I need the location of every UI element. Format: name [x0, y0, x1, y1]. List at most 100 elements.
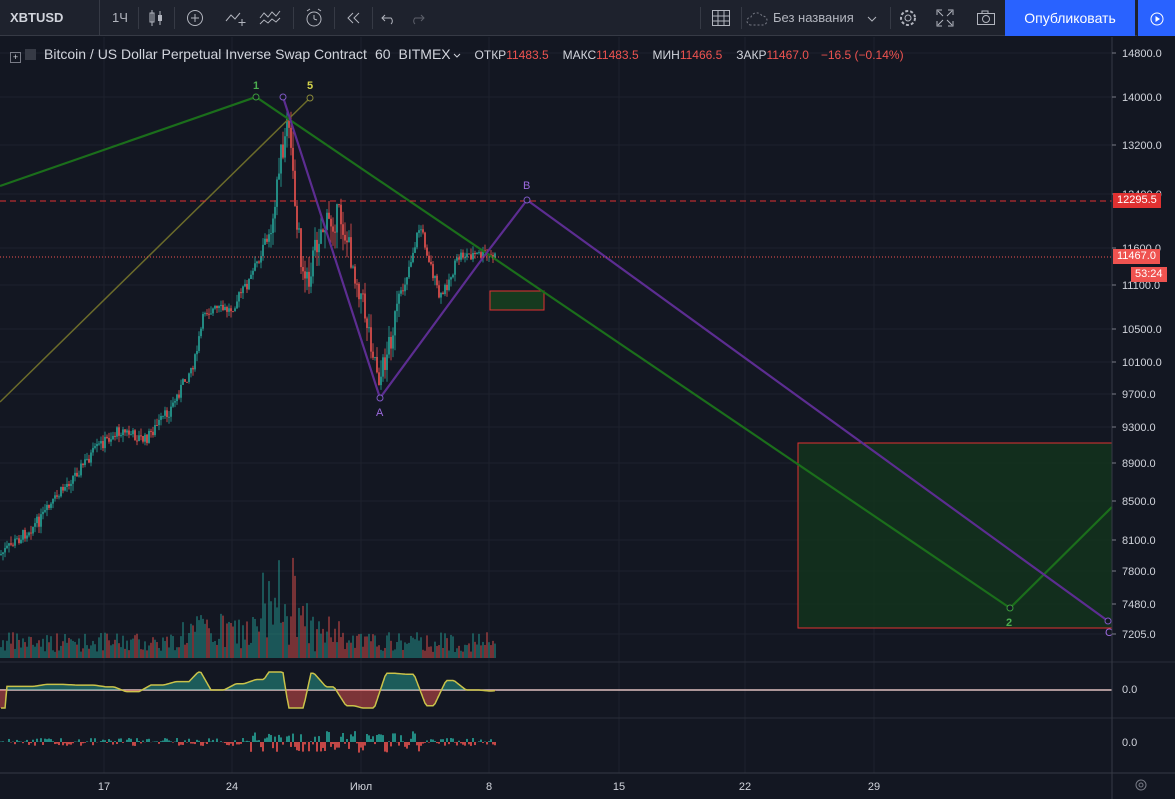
layout-grid-icon[interactable] [704, 0, 738, 36]
oscillator-bar [316, 676, 318, 690]
expand-icon[interactable]: + [10, 52, 21, 63]
candle-body [74, 472, 76, 476]
candle-body [266, 238, 268, 242]
alert-icon[interactable] [298, 0, 330, 36]
entry-zone-box[interactable] [489, 290, 545, 311]
oscillator-bar [320, 681, 322, 690]
compare-icon[interactable] [220, 0, 252, 36]
layout-name-dropdown[interactable]: Без названия [745, 0, 877, 36]
replay-icon[interactable] [338, 0, 368, 36]
oscillator-bar [50, 684, 52, 690]
candle-body [410, 262, 412, 267]
chevron-down-icon[interactable] [453, 53, 461, 59]
oscillator-bar [96, 685, 98, 690]
oscillator-2-bar [248, 741, 250, 742]
oscillator-2-bar [26, 739, 28, 742]
candle-body [48, 504, 50, 508]
publish-button[interactable]: Опубликовать [1005, 0, 1135, 36]
oscillator-2-bar [352, 736, 354, 742]
wave-b-point[interactable] [523, 196, 531, 204]
volume-bars [0, 557, 496, 658]
candle-body [32, 526, 34, 534]
volume-bar [160, 650, 162, 658]
add-indicator-icon[interactable] [180, 0, 210, 36]
volume-bar [40, 646, 42, 658]
target-zone-box[interactable] [797, 442, 1113, 629]
purple-abc-line[interactable] [281, 96, 1109, 622]
candle-body [232, 311, 234, 313]
candle-body [270, 232, 272, 235]
settings-icon[interactable] [893, 0, 923, 36]
symbol-title[interactable]: Bitcoin / US Dollar Perpetual Inverse Sw… [44, 46, 367, 62]
candle-body [288, 117, 290, 128]
volume-bar [348, 640, 350, 658]
indicators-icon[interactable] [254, 0, 286, 36]
play-icon[interactable] [1137, 0, 1175, 36]
oscillator-2-bar [22, 742, 24, 744]
toolbar-divider [890, 7, 891, 29]
volume-bar [480, 645, 482, 658]
candle-body [162, 415, 164, 417]
volume-bar [418, 640, 420, 658]
oscillator-2-bar [44, 738, 46, 742]
wave-peak-point[interactable] [279, 93, 287, 101]
oscillator-bar [282, 672, 284, 690]
volume-bar [224, 647, 226, 658]
interval-button[interactable]: 1Ч [112, 10, 128, 25]
oscillator-2-bar [170, 741, 172, 742]
candle-body [40, 514, 42, 527]
oscillator-2-bar [188, 738, 190, 742]
price-axis[interactable]: 14800.014000.013200.012400.011600.011100… [1112, 48, 1162, 641]
oscillator-2-bar [450, 738, 452, 742]
time-axis[interactable]: 17 24 Июл 8 15 22 29 [98, 781, 880, 793]
volume-bar [186, 642, 188, 658]
toolbar-divider [138, 7, 139, 29]
chart-settings-icon[interactable] [1135, 779, 1147, 791]
redo-icon[interactable] [404, 0, 430, 36]
oscillator-2-bar [198, 740, 200, 742]
oscillator-2-bar [244, 741, 246, 742]
symbol-search[interactable]: XBTUSD [0, 0, 100, 36]
oscillator-bar [186, 681, 188, 690]
candle-body [286, 117, 288, 137]
volume-bar [250, 642, 252, 658]
candles-icon[interactable] [142, 0, 170, 36]
camera-icon[interactable] [970, 0, 1002, 36]
volume-bar [390, 640, 392, 658]
oscillator-bar [130, 690, 132, 692]
candle-body [38, 516, 40, 527]
wave-a-point[interactable] [376, 394, 384, 402]
fullscreen-icon[interactable] [930, 0, 960, 36]
volume-bar [138, 639, 140, 658]
volume-bar [38, 640, 40, 658]
volume-bar [446, 638, 448, 658]
olive-trendline[interactable] [0, 97, 311, 403]
wave-1-point[interactable] [252, 93, 260, 101]
volume-bar [36, 643, 38, 658]
oscillator-bar [200, 672, 202, 690]
oscillator-2-bar [362, 742, 364, 751]
volume-bar [204, 623, 206, 658]
candle-body [362, 293, 364, 295]
wave-5-point[interactable] [306, 94, 314, 102]
oscillator-2-bar [54, 742, 56, 745]
green-wave-line[interactable] [0, 95, 1113, 610]
wave-c-point[interactable] [1104, 617, 1112, 625]
oscillator-bar [150, 684, 152, 690]
candle-body [396, 303, 398, 312]
volume-bar [246, 621, 248, 658]
undo-icon[interactable] [376, 0, 402, 36]
oscillator-bar [384, 676, 386, 690]
candle-body [312, 250, 314, 277]
oscillator-2-bar [486, 742, 488, 745]
price-tick-label: 8100.0 [1122, 535, 1156, 547]
oscillator-2-bar [350, 734, 352, 742]
chart-canvas[interactable]: 1 5 A B 2 C 14800.014000.013200.012400.0… [0, 37, 1175, 799]
volume-bar [364, 636, 366, 658]
time-tick-label: Июл [350, 781, 372, 793]
wave-2-point[interactable] [1006, 604, 1014, 612]
candle-body [136, 440, 138, 442]
volume-bar [336, 642, 338, 658]
oscillator-2-bar [178, 742, 180, 746]
volume-bar [454, 651, 456, 658]
